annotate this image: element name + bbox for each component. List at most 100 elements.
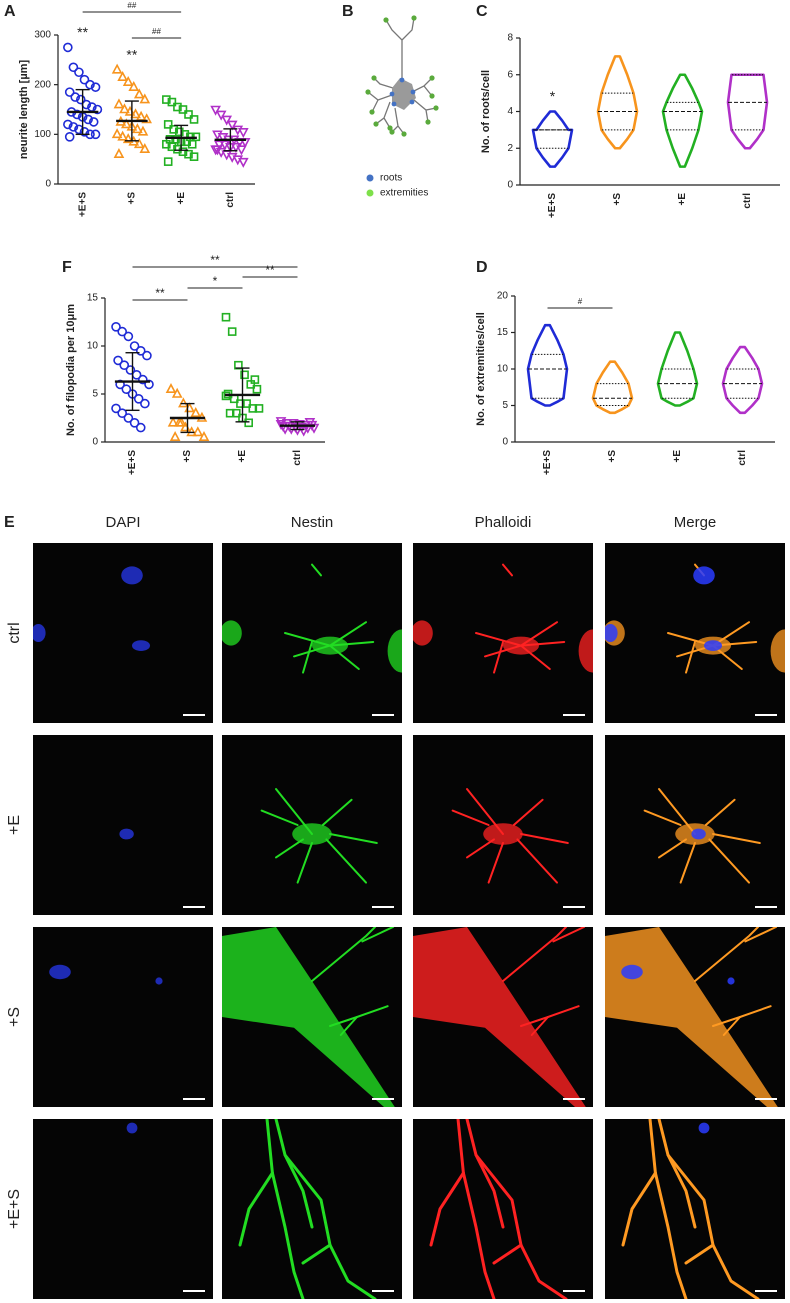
data-point [169,125,179,134]
y-axis-label: No. of extremities/cell [475,312,487,426]
x-tick-label: ctrl [737,450,748,466]
root-dots [389,77,416,107]
x-tick-label: ctrl [225,192,236,208]
data-point [117,326,127,337]
neurite [520,641,566,647]
data-point [192,426,204,437]
dot [409,99,415,105]
neurite [487,842,504,884]
data-point [227,327,237,336]
image-background [33,543,213,723]
y-tick-label: 2 [507,143,513,154]
micrograph [413,927,593,1107]
neurite [520,833,569,844]
x-tick-label: +E [176,192,187,205]
neurite [547,1005,580,1018]
extremity-dots [365,15,439,137]
dot [369,109,375,115]
data-point [113,148,125,158]
image-background [222,1119,402,1299]
micrograph [605,927,785,1107]
panel-letter: E [4,514,15,531]
neurite [502,563,513,577]
x-tick-label: +E [237,450,248,463]
neurite [621,1171,657,1247]
data-point [135,422,146,433]
data-point [83,114,93,125]
data-point [178,147,188,157]
neurite [283,1153,314,1229]
neurite [657,1119,760,1299]
data-point [117,71,128,82]
y-tick-label: 20 [497,291,509,302]
legend-label: extremities [380,188,428,199]
micrograph [222,1119,402,1299]
neurite [484,644,522,658]
violin [721,345,764,415]
neurite [275,838,304,859]
legend-label: roots [380,173,402,184]
dot [429,93,435,99]
cell-body [387,629,402,673]
violin [591,360,634,415]
violin [596,55,639,150]
data-point [244,418,253,428]
data-point [63,119,73,130]
data-point [125,365,136,375]
neurite [502,927,567,982]
neurite [311,927,376,982]
y-axis-label: No. of filopodia per 10μm [65,304,77,436]
data-point [68,122,79,132]
data-point [304,418,316,429]
neurite [520,1016,549,1027]
neurite [520,644,551,670]
dot [387,125,393,131]
data-point [129,341,140,351]
comparison-label: ** [265,263,275,277]
comparison-label: ** [210,253,220,267]
y-tick-label: 15 [87,293,99,304]
neurite [451,809,490,826]
data-point [213,140,225,151]
nucleus [693,566,715,585]
neurite [456,1119,496,1299]
data-point [162,139,171,149]
violin [526,323,569,407]
data-point [137,125,149,136]
neurite [238,1171,274,1247]
neurite [329,1016,358,1027]
legend-swatch [366,174,374,182]
neurite [552,927,585,943]
branches [367,77,437,135]
x-tick-label: +E+S [77,192,88,217]
neurite [329,833,378,844]
data-point [187,139,197,149]
cell-body [605,927,778,1107]
neurite [704,798,736,826]
data-point [92,104,103,115]
y-tick-label: 200 [34,79,51,90]
data-point [163,120,173,129]
significance-label: ** [126,46,137,62]
nucleus [698,1122,710,1134]
neurite [712,833,761,844]
data-point [133,88,145,99]
dot [433,105,439,111]
nucleus [727,977,735,985]
nucleus [121,566,143,585]
nucleus [605,624,618,642]
dot [389,129,395,135]
row-label: +S [6,1007,23,1027]
significance-label: * [550,88,556,104]
data-point [175,416,187,427]
neurite [643,809,682,826]
neurite [429,1171,465,1247]
panel-letter: F [62,259,72,276]
panel-letter: B [342,3,354,20]
y-tick-label: 8 [507,33,513,44]
image-background [33,1119,213,1299]
image-background [605,543,785,723]
data-point [141,113,152,124]
neuron-diagram [367,17,437,135]
